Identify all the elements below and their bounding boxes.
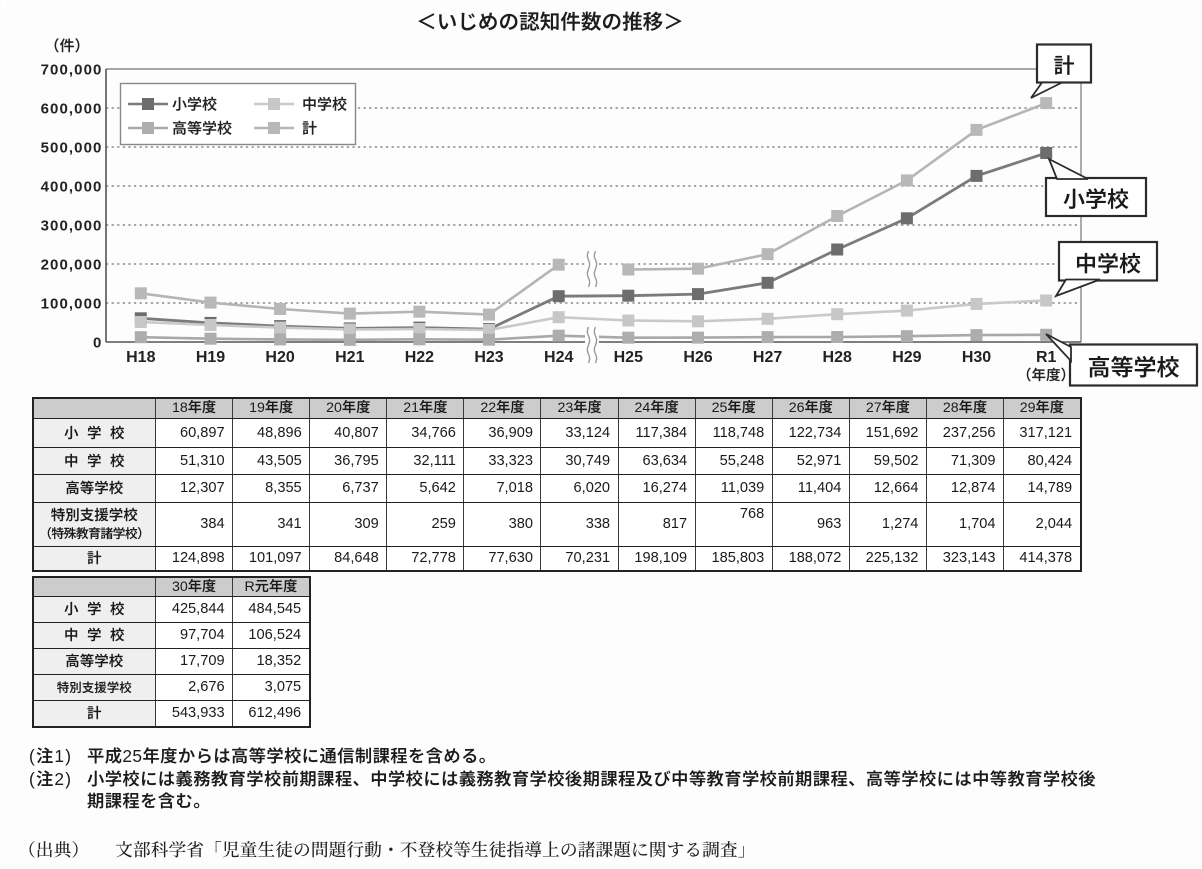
svg-text:H20: H20 [265,349,294,366]
svg-text:400,000: 400,000 [41,179,103,196]
svg-text:H24: H24 [544,349,573,366]
svg-text:H21: H21 [335,349,364,366]
svg-text:H22: H22 [405,349,434,366]
svg-text:300,000: 300,000 [41,218,103,235]
svg-text:（年度）: （年度） [1017,364,1075,385]
svg-text:H18: H18 [126,349,155,366]
svg-text:H23: H23 [474,349,503,366]
svg-text:100,000: 100,000 [41,296,103,313]
svg-text:中学校: 中学校 [1075,246,1141,278]
svg-text:高等学校: 高等学校 [1088,349,1180,383]
svg-text:高等学校: 高等学校 [172,118,232,139]
svg-text:R1: R1 [1036,349,1057,366]
svg-text:600,000: 600,000 [41,101,103,118]
svg-text:0: 0 [93,335,102,352]
svg-text:H28: H28 [823,349,852,366]
svg-text:H25: H25 [614,349,643,366]
svg-text:小学校: 小学校 [172,94,217,115]
svg-text:500,000: 500,000 [41,140,103,157]
svg-text:（件）: （件） [44,35,89,56]
svg-text:H29: H29 [892,349,921,366]
svg-text:H19: H19 [196,349,225,366]
svg-text:小学校: 小学校 [1063,182,1129,214]
svg-text:H26: H26 [683,349,712,366]
svg-text:H27: H27 [753,349,782,366]
svg-text:計: 計 [302,118,317,139]
svg-text:200,000: 200,000 [41,257,103,274]
svg-text:700,000: 700,000 [41,62,103,79]
svg-text:計: 計 [1054,50,1075,80]
svg-text:H30: H30 [962,349,991,366]
svg-text:中学校: 中学校 [302,94,347,115]
